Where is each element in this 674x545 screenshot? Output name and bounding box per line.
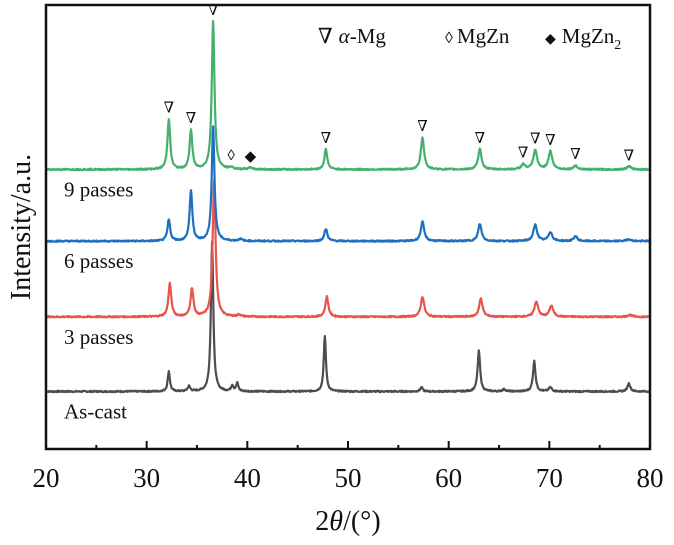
x-axis-title: 2θ/(°) — [315, 506, 380, 537]
phase-marker-mgzn: ◊ — [228, 148, 236, 164]
legend-entry-mgzn2: ◆ MgZn2 — [545, 24, 621, 53]
tick-layer: 20 30 40 50 60 70 80 — [33, 441, 664, 493]
x-tick-label: 70 — [536, 463, 563, 493]
x-tick-label: 60 — [435, 463, 462, 493]
series-label-layer: As-cast 3 passes 6 passes 9 passes — [64, 177, 133, 423]
series-line-9-passes — [45, 19, 651, 172]
series-label-9-passes: 9 passes — [64, 177, 133, 201]
phase-marker-mgzn2: ◆ — [245, 149, 257, 165]
series-label-3-passes: 3 passes — [64, 325, 133, 349]
phase-marker-alpha-mg: ∇ — [417, 119, 427, 135]
x-tick-label: 20 — [33, 463, 60, 493]
series-line-3-passes — [45, 179, 651, 319]
plot-frame — [44, 3, 652, 451]
phase-marker-alpha-mg: ∇ — [186, 111, 196, 127]
x-tick-label: 40 — [234, 463, 261, 493]
series-label-6-passes: 6 passes — [64, 249, 133, 273]
phase-marker-alpha-mg: ∇ — [624, 148, 634, 164]
phase-marker-layer: ∇∇∇◊ ◆∇∇∇∇∇ ∇∇ ∇ — [164, 3, 635, 165]
legend: ∇ α-Mg ◊ MgZn ◆ MgZn2 — [318, 24, 621, 53]
phase-marker-alpha-mg: ∇ — [570, 147, 580, 163]
phase-marker-alpha-mg: ∇ — [164, 101, 174, 117]
phase-marker-alpha-mg: ∇ — [518, 146, 528, 162]
series-line-6-passes — [45, 125, 651, 243]
x-tick-label: 50 — [335, 463, 362, 493]
phase-marker-alpha-mg: ∇ — [208, 3, 218, 19]
legend-symbol-alpha-mg: ∇ — [318, 24, 333, 48]
legend-symbol-mgzn: ◊ — [445, 30, 453, 47]
series-line-as-cast — [45, 240, 651, 394]
series-layer — [45, 19, 651, 394]
phase-marker-alpha-mg: ∇ — [475, 131, 485, 147]
phase-marker-alpha-mg: ∇ — [545, 133, 555, 149]
x-tick-label: 80 — [637, 463, 664, 493]
legend-entry-mgzn: ◊ MgZn — [445, 24, 510, 48]
series-label-as-cast: As-cast — [64, 399, 127, 423]
legend-entry-alpha-mg: ∇ α-Mg — [318, 24, 386, 48]
x-tick-label: 30 — [133, 463, 160, 493]
legend-symbol-mgzn2: ◆ — [545, 32, 556, 47]
y-axis-title: Intensity/a.u. — [6, 154, 37, 300]
phase-marker-alpha-mg: ∇ — [530, 132, 540, 148]
phase-marker-alpha-mg: ∇ — [321, 131, 331, 147]
